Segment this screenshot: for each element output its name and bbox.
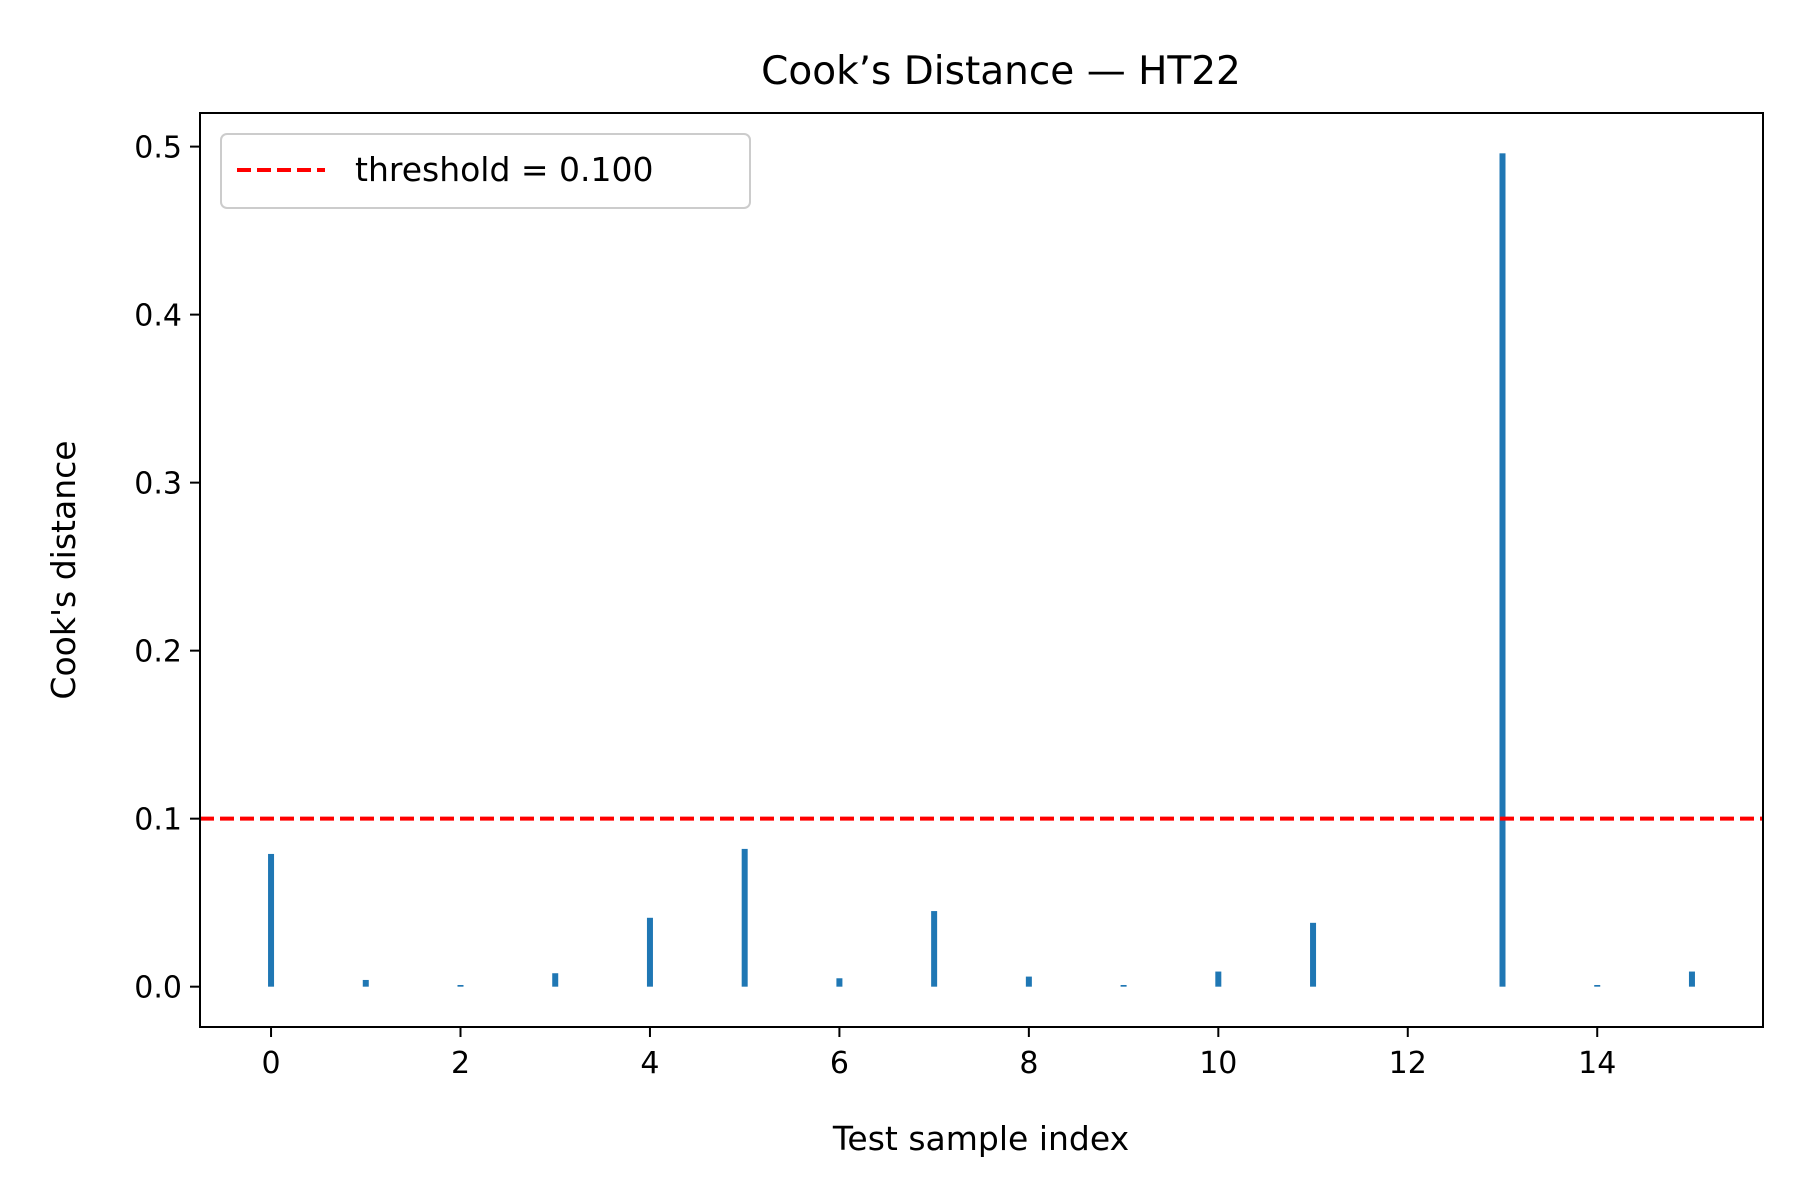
y-tick-label: 0.4 bbox=[134, 299, 182, 334]
chart-title: Cook’s Distance — HT22 bbox=[761, 49, 1241, 94]
plot-area-frame bbox=[199, 112, 1764, 1028]
y-tick-label: 0.2 bbox=[134, 635, 182, 670]
y-tick-label: 0.0 bbox=[134, 971, 182, 1006]
bar-14 bbox=[1594, 984, 1601, 987]
bar-5 bbox=[741, 848, 748, 987]
bars-group bbox=[268, 153, 1695, 987]
x-axis-ticks: 0 2 4 6 8 10 12 14 bbox=[261, 1027, 1616, 1081]
bar-13 bbox=[1499, 153, 1506, 987]
x-tick-label: 2 bbox=[451, 1046, 470, 1081]
bar-4 bbox=[646, 917, 653, 987]
y-axis-label: Cook's distance bbox=[44, 440, 83, 699]
bar-3 bbox=[552, 973, 559, 987]
legend: threshold = 0.100 bbox=[220, 133, 751, 209]
y-tick-label: 0.1 bbox=[134, 803, 182, 838]
x-tick-label: 8 bbox=[1019, 1046, 1038, 1081]
bar-15 bbox=[1688, 971, 1695, 987]
bar-7 bbox=[931, 911, 938, 987]
bar-1 bbox=[362, 979, 369, 987]
bar-10 bbox=[1215, 971, 1222, 987]
legend-threshold-label: threshold = 0.100 bbox=[355, 150, 654, 189]
bar-8 bbox=[1025, 976, 1032, 987]
bar-9 bbox=[1120, 984, 1127, 987]
y-axis-ticks: 0.0 0.1 0.2 0.3 0.4 0.5 bbox=[134, 131, 200, 1006]
y-tick-label: 0.5 bbox=[134, 131, 182, 166]
legend-box bbox=[220, 133, 751, 209]
x-tick-label: 6 bbox=[830, 1046, 849, 1081]
x-tick-label: 0 bbox=[261, 1046, 280, 1081]
x-tick-label: 4 bbox=[640, 1046, 659, 1081]
bar-11 bbox=[1310, 922, 1317, 987]
x-tick-label: 14 bbox=[1578, 1046, 1616, 1081]
bar-2 bbox=[457, 984, 464, 987]
x-axis-label: Test sample index bbox=[832, 1119, 1129, 1158]
y-tick-label: 0.3 bbox=[134, 467, 182, 502]
x-tick-label: 10 bbox=[1199, 1046, 1237, 1081]
x-tick-label: 12 bbox=[1389, 1046, 1427, 1081]
bar-0 bbox=[268, 853, 275, 987]
bar-6 bbox=[836, 978, 843, 987]
